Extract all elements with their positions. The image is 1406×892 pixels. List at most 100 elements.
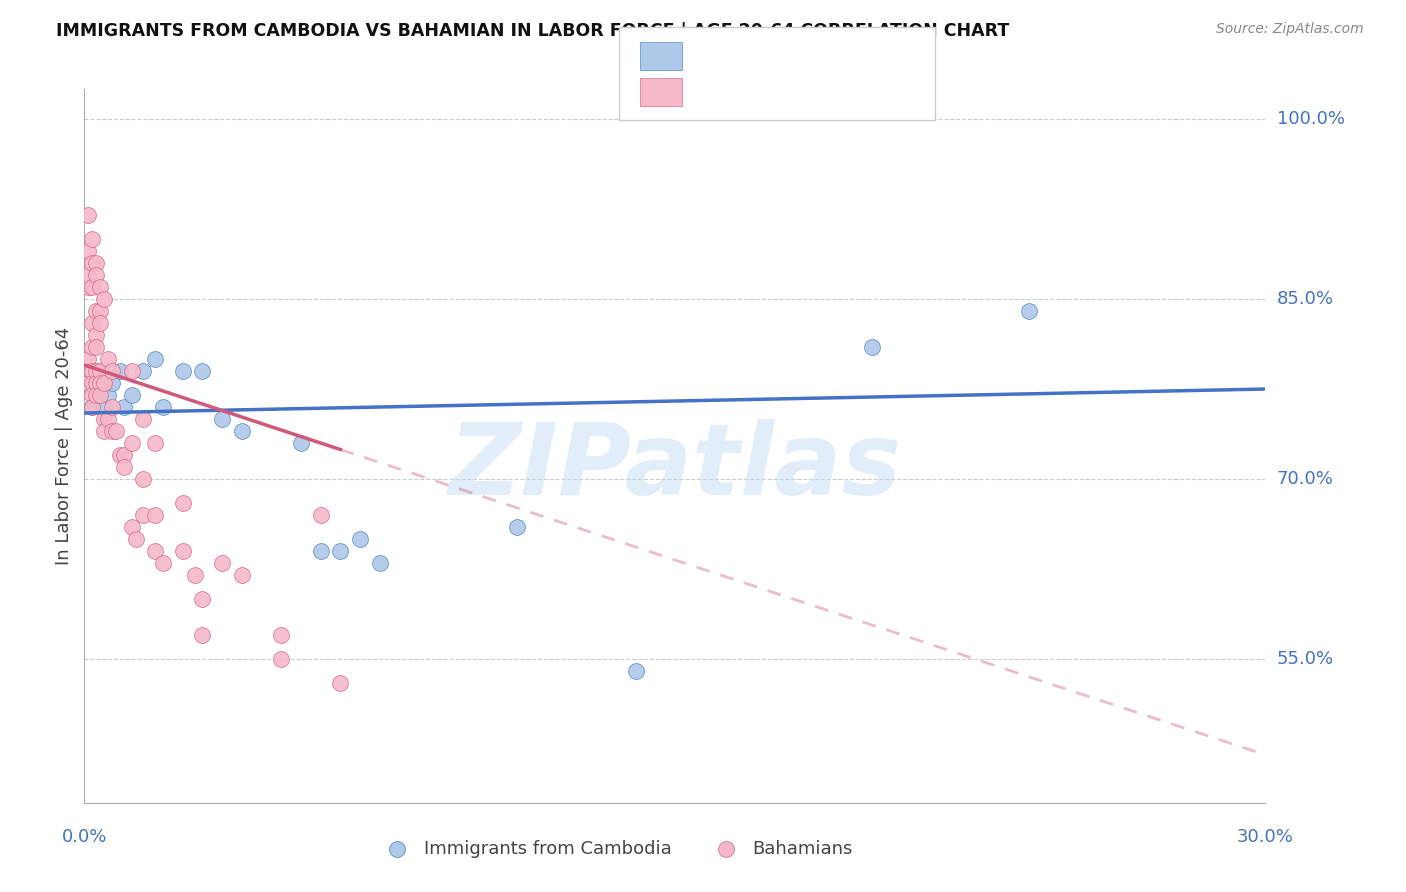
Point (77, 208, 100, 222)
Point (191, 591, 214, 606)
Point (77, 280, 100, 294)
Point (108, 364, 131, 378)
Point (89, 316, 111, 330)
Point (191, 364, 214, 378)
Point (82, 232, 104, 246)
Point (191, 628, 214, 642)
Point (82, 256, 104, 270)
Point (290, 436, 312, 450)
Point (93, 400, 115, 414)
Point (112, 448, 135, 462)
Point (84, 388, 107, 402)
Point (89, 280, 111, 294)
Point (93, 424, 115, 438)
Point (93, 292, 115, 306)
Point (624, 664, 647, 678)
Point (84, 376, 107, 390)
Point (82, 364, 104, 378)
Point (77, 268, 100, 282)
Point (143, 436, 166, 450)
Point (77, 244, 100, 259)
Point (82, 376, 104, 390)
Point (101, 364, 124, 378)
Text: N = 64: N = 64 (786, 83, 853, 101)
Point (211, 556, 233, 570)
Point (89, 364, 111, 378)
Point (108, 448, 131, 462)
Point (860, 340, 883, 354)
Point (349, 532, 371, 546)
Point (101, 376, 124, 390)
Text: IMMIGRANTS FROM CAMBODIA VS BAHAMIAN IN LABOR FORCE | AGE 20-64 CORRELATION CHAR: IMMIGRANTS FROM CAMBODIA VS BAHAMIAN IN … (56, 22, 1010, 40)
Text: R =: R = (696, 83, 735, 101)
Point (82, 280, 104, 294)
Point (112, 400, 135, 414)
Text: 70.0%: 70.0% (1277, 470, 1333, 488)
Legend: Immigrants from Cambodia, Bahamians: Immigrants from Cambodia, Bahamians (371, 833, 860, 865)
Point (132, 412, 155, 426)
Point (84, 256, 107, 270)
Point (172, 496, 194, 510)
Point (309, 508, 332, 522)
Point (101, 424, 124, 438)
Point (211, 412, 233, 426)
Point (84, 328, 107, 343)
Point (121, 436, 143, 450)
Point (82, 316, 104, 330)
Text: ZIPatlas: ZIPatlas (449, 419, 901, 516)
Y-axis label: In Labor Force | Age 20-64: In Labor Force | Age 20-64 (55, 326, 73, 566)
Point (84, 268, 107, 282)
Text: -0.414: -0.414 (724, 83, 789, 101)
Point (231, 424, 253, 438)
Point (270, 628, 292, 642)
Point (270, 652, 292, 666)
Point (77, 352, 100, 367)
Point (121, 364, 143, 378)
Point (93, 376, 115, 390)
Text: 100.0%: 100.0% (1277, 111, 1344, 128)
Point (104, 424, 127, 438)
Point (82, 340, 104, 354)
Point (112, 460, 135, 475)
Point (132, 508, 155, 522)
Point (77, 376, 100, 390)
Point (93, 412, 115, 426)
Point (172, 364, 194, 378)
Point (143, 352, 166, 367)
Point (183, 568, 205, 582)
Point (124, 532, 146, 546)
Point (132, 364, 155, 378)
Point (368, 556, 391, 570)
Text: N = 26: N = 26 (786, 47, 853, 65)
Point (77, 376, 100, 390)
Point (152, 556, 174, 570)
Text: R =: R = (696, 47, 735, 65)
Point (506, 520, 529, 534)
Point (84, 304, 107, 318)
Point (329, 544, 352, 558)
Point (89, 388, 111, 402)
Point (84, 364, 107, 378)
Text: 30.0%: 30.0% (1237, 828, 1294, 846)
Point (97, 352, 120, 367)
Point (329, 676, 352, 690)
Point (82, 400, 104, 414)
Point (172, 544, 194, 558)
Point (121, 388, 143, 402)
Point (143, 544, 166, 558)
Point (84, 376, 107, 390)
Point (89, 364, 111, 378)
Point (143, 508, 166, 522)
Point (82, 388, 104, 402)
Text: 0.080: 0.080 (724, 47, 782, 65)
Point (121, 520, 143, 534)
Text: Source: ZipAtlas.com: Source: ZipAtlas.com (1216, 22, 1364, 37)
Point (101, 400, 124, 414)
Text: 85.0%: 85.0% (1277, 290, 1333, 308)
Point (1018, 304, 1040, 318)
Point (82, 400, 104, 414)
Point (89, 304, 111, 318)
Text: 0.0%: 0.0% (62, 828, 107, 846)
Point (152, 400, 174, 414)
Point (89, 376, 111, 390)
